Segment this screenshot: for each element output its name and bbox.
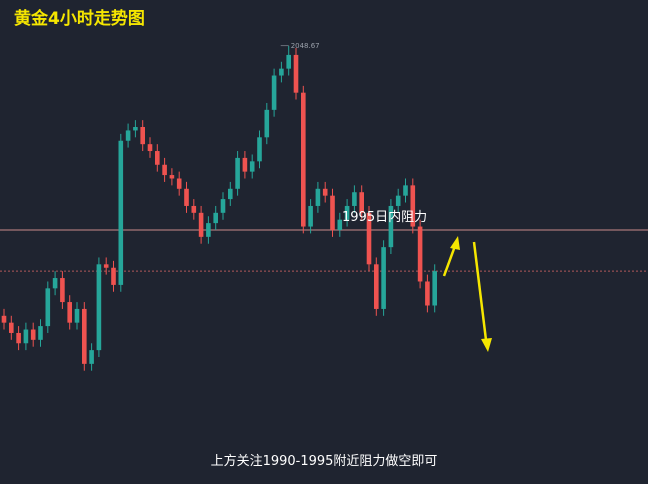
high-label: 2048.67 [291, 42, 320, 50]
candle-body [45, 288, 51, 327]
candle-body [264, 109, 270, 138]
annotation: 1995日内阻力 [342, 209, 427, 225]
candle-body [374, 264, 379, 309]
candle-body [67, 302, 72, 323]
candle-body [169, 175, 175, 179]
candle-body [286, 54, 291, 69]
candle-body [366, 212, 372, 265]
candle-body [293, 54, 299, 93]
candle-body [271, 75, 277, 110]
candle-body [133, 127, 138, 131]
candle-body [344, 205, 350, 220]
candle-body [191, 205, 197, 213]
candle-body [257, 137, 262, 162]
candle-body [425, 281, 430, 306]
candle-body [315, 188, 321, 206]
candle-body [301, 92, 306, 227]
candle-body [147, 144, 153, 152]
arrows [442, 236, 492, 352]
candle-body [337, 219, 343, 230]
candle-body [213, 212, 218, 224]
candle-body [9, 322, 14, 333]
candle-body [242, 157, 248, 172]
candle-body [403, 185, 408, 196]
candle-body [249, 161, 255, 172]
candle-body [322, 188, 328, 196]
candle-body [410, 185, 416, 227]
candle-body [381, 247, 386, 309]
candle-body [388, 205, 394, 248]
candle-body [1, 315, 7, 323]
candle-body [30, 329, 36, 340]
candle-body [235, 157, 240, 189]
candle-body [96, 264, 102, 351]
candle-body [103, 264, 109, 268]
arrow-up [442, 245, 457, 277]
candle-body [330, 195, 335, 230]
candle-body [176, 178, 182, 189]
chart-subtitle: 上方关注1990-1995附近阻力做空即可 [211, 453, 438, 469]
candle-body [220, 199, 226, 213]
candle-body [52, 278, 58, 289]
arrow-head [481, 338, 492, 352]
candle-body [184, 188, 189, 206]
arrow-head [450, 236, 460, 250]
candle-body [279, 68, 284, 76]
candles [0, 45, 648, 371]
candle-body [432, 271, 437, 306]
candle-body [82, 308, 87, 364]
candle-body [162, 164, 167, 176]
candle-body [74, 308, 80, 323]
candle-body [38, 326, 43, 340]
candle-body [125, 130, 131, 141]
candle-body [16, 332, 21, 344]
candle-body [228, 188, 233, 200]
candle-body [206, 223, 211, 237]
candle-body [352, 192, 357, 206]
candle-body [198, 212, 204, 237]
candle-body [140, 127, 145, 145]
candle-body [89, 350, 94, 364]
candle-body [111, 267, 116, 285]
candle-body [23, 329, 29, 344]
candle-body [60, 278, 65, 303]
candle-body [395, 195, 401, 206]
chart-title: 黄金4小时走势图 [14, 8, 145, 29]
arrow-down [472, 241, 488, 341]
candle-body [359, 192, 364, 213]
candle-body [118, 140, 124, 285]
candle-body [417, 226, 423, 282]
candle-body [308, 205, 313, 227]
candle-body [155, 151, 160, 165]
